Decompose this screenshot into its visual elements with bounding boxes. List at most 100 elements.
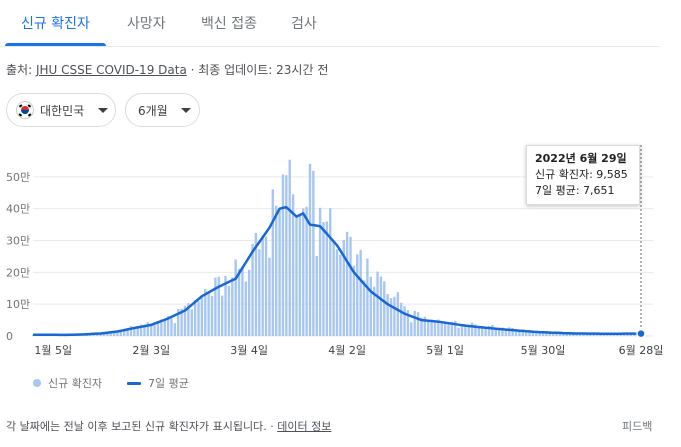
chart-bar <box>443 321 447 336</box>
chart-line-7day-average <box>33 205 641 337</box>
chart-bar <box>298 214 302 336</box>
chart-bar <box>376 271 379 336</box>
chart-bar <box>619 333 622 336</box>
chart-bar <box>322 222 325 336</box>
data-info-link[interactable]: 데이터 정보 <box>277 420 332 433</box>
chart-bar <box>68 334 72 336</box>
chart-bar <box>403 306 406 336</box>
chart-bar <box>99 333 102 336</box>
chart-bar <box>180 308 183 336</box>
y-tick-label: 20만 <box>6 266 30 279</box>
chart-bar <box>437 319 440 336</box>
chart-bar <box>487 326 491 336</box>
chart-bar <box>410 322 413 336</box>
tab-deaths[interactable]: 사망자 <box>127 16 166 32</box>
chart-bar <box>548 331 552 336</box>
x-tick-label: 4월 2일 <box>328 343 366 357</box>
chart-bar <box>278 209 281 336</box>
chart-bar <box>258 249 261 336</box>
chart-bar <box>31 335 35 336</box>
legend-item-new-cases: 신규 확진자 <box>33 375 102 391</box>
chart-bar <box>312 170 315 336</box>
x-tick-label: 5월 30일 <box>521 343 566 357</box>
chart-bar <box>163 319 166 336</box>
active-tab-indicator <box>5 43 106 46</box>
chart-bar <box>379 276 383 336</box>
legend-label-7day-average: 7일 평균 <box>148 377 189 390</box>
chart-bar <box>386 294 389 336</box>
chart-bar <box>254 232 258 336</box>
chart-bar <box>545 331 548 336</box>
x-tick-label: 1월 5일 <box>34 343 72 357</box>
chart-bar <box>335 249 339 336</box>
chart-bar <box>521 329 524 336</box>
chart-bar <box>281 174 285 336</box>
chart-bar <box>204 289 207 336</box>
chart-bar <box>193 300 197 336</box>
chart-bar <box>146 322 150 336</box>
chevron-down-icon <box>180 107 191 113</box>
chart-bar <box>116 332 119 336</box>
chart-bar <box>372 286 376 336</box>
chart-bar <box>582 333 585 336</box>
chart-bar <box>302 208 305 336</box>
chart-bar <box>197 301 200 336</box>
chart-bar <box>423 316 427 336</box>
chart-bar <box>393 296 396 336</box>
chart-bar <box>396 292 400 336</box>
chart-bar <box>160 319 163 336</box>
feedback-link[interactable]: 피드백 <box>622 420 653 433</box>
chart-bar <box>48 334 52 336</box>
chart-bar <box>562 332 565 336</box>
chart-bar <box>170 318 173 336</box>
chart-bar <box>606 333 609 336</box>
chart-bar <box>383 281 386 336</box>
source-link[interactable]: JHU CSSE COVID-19 Data <box>35 63 187 77</box>
source-line: 출처: JHU CSSE COVID-19 Data · 최종 업데이트: 23… <box>6 61 328 78</box>
tab-vaccinations[interactable]: 백신 접종 <box>201 16 257 32</box>
chart-bar <box>592 333 595 336</box>
x-tick-label: 5월 1일 <box>426 343 464 357</box>
tab-testing[interactable]: 검사 <box>291 16 317 32</box>
chart-bar <box>356 254 359 336</box>
chart-bar <box>447 324 450 336</box>
chart-bar <box>450 321 454 336</box>
y-tick-label: 10만 <box>6 298 30 311</box>
tab-new-cases[interactable]: 신규 확진자 <box>21 16 90 32</box>
source-prefix: 출처: <box>6 63 36 77</box>
chart-bar <box>45 334 48 336</box>
period-selector[interactable]: 6개월 <box>125 93 200 127</box>
chart-bar <box>366 258 369 336</box>
chart-bar <box>271 189 275 336</box>
chart-bar <box>244 281 248 336</box>
chart-bar <box>616 332 619 336</box>
chart-bar <box>636 332 639 336</box>
region-selector[interactable]: 대한민국 <box>6 93 116 127</box>
chart-bar <box>454 320 457 336</box>
tooltip-date: 2022년 6월 29일 <box>535 152 627 165</box>
chart-bar <box>494 327 497 336</box>
chart-bar <box>626 333 629 336</box>
chart-bar <box>119 330 123 336</box>
chart-bar <box>535 331 538 336</box>
footer-separator: · <box>266 420 278 433</box>
chart-bar <box>139 324 143 336</box>
chart-bar <box>173 323 177 336</box>
chart-bar <box>339 254 342 336</box>
chart-bar <box>362 280 366 336</box>
chart-bar <box>122 329 126 336</box>
chart-bar <box>112 331 116 336</box>
chart-bar <box>156 321 160 336</box>
chart-bar <box>231 277 234 336</box>
last-updated: 최종 업데이트: 23시간 전 <box>198 63 329 77</box>
chart-bar <box>237 268 241 336</box>
chart-bar <box>183 305 187 336</box>
chart-bar <box>578 332 582 336</box>
chart-bar <box>214 277 217 336</box>
chart-bar <box>82 334 85 336</box>
chevron-down-icon <box>98 107 109 113</box>
chart-bar <box>325 221 329 336</box>
chart-bar <box>467 325 470 336</box>
chart-bar <box>622 333 626 336</box>
legend-line-swatch <box>127 381 141 385</box>
